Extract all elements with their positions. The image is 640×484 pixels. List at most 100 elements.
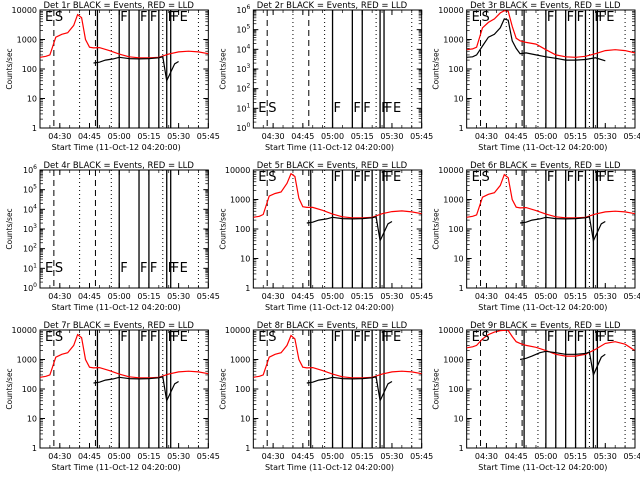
event-annotation: S xyxy=(482,330,490,345)
series-line-events xyxy=(306,216,393,243)
event-annotation: F xyxy=(385,101,392,116)
y-axis-label: Counts/sec xyxy=(218,208,227,249)
plot-area: E S F F F FF E xyxy=(40,10,209,128)
y-tick-label: 10 xyxy=(27,95,37,104)
x-tick-label: 05:45 xyxy=(410,292,433,301)
x-tick-label: 05:00 xyxy=(108,292,131,301)
panel-title: Det 7r BLACK = Events, RED = LLD xyxy=(43,321,194,331)
x-tick-label: 05:45 xyxy=(623,292,640,301)
event-annotation: F xyxy=(598,10,605,25)
y-tick-label: 100 xyxy=(236,122,250,133)
x-tick-label: 04:30 xyxy=(475,132,498,141)
plot-frame xyxy=(466,9,636,129)
y-tick-label: 10 xyxy=(240,255,250,264)
series-line-lld xyxy=(466,10,635,58)
event-annotation: F xyxy=(567,330,574,345)
y-tick-label: 10 xyxy=(453,415,463,424)
event-annotation: F xyxy=(577,10,584,25)
plot-area: E S F F F FF E xyxy=(466,330,635,448)
event-annotation: F xyxy=(168,330,175,345)
event-annotation: E xyxy=(180,330,188,345)
y-tick-label: 10000 xyxy=(438,166,463,175)
event-annotation: S xyxy=(482,170,490,185)
x-tick-label: 05:15 xyxy=(137,452,160,461)
y-tick-label: 100 xyxy=(235,225,250,234)
event-annotation: F xyxy=(140,261,147,276)
event-annotation: S xyxy=(268,101,276,116)
x-tick-label: 05:15 xyxy=(351,452,374,461)
event-annotation: F xyxy=(385,330,392,345)
event-annotation: F xyxy=(594,330,601,345)
event-annotation: F xyxy=(172,10,179,25)
y-tick-label: 10000 xyxy=(438,326,463,335)
event-annotation: E xyxy=(258,101,266,116)
y-tick-label: 10 xyxy=(240,415,250,424)
y-tick-label: 105 xyxy=(236,24,250,35)
event-annotation: E xyxy=(258,330,266,345)
plot-area: E S F F F FF E xyxy=(258,10,413,128)
x-tick-label: 05:30 xyxy=(380,132,403,141)
panel-title: Det 9r BLACK = Events, RED = LLD xyxy=(470,321,621,331)
event-annotation: F xyxy=(547,330,554,345)
x-tick-label: 05:00 xyxy=(108,132,131,141)
y-tick-label: 1 xyxy=(245,444,250,453)
event-annotation: F xyxy=(381,101,388,116)
event-annotation: E xyxy=(606,10,614,25)
event-annotation: E xyxy=(606,170,614,185)
series-line-events xyxy=(519,350,606,377)
event-annotation: E xyxy=(45,10,53,25)
event-annotation: F xyxy=(353,170,360,185)
plot-frame xyxy=(39,329,209,449)
x-tick-label: 04:45 xyxy=(78,452,101,461)
y-tick-label: 100 xyxy=(22,385,37,394)
plot-area: E S F F F FF E xyxy=(253,170,422,288)
y-tick-label: 100 xyxy=(448,225,463,234)
plot-frame xyxy=(252,329,423,449)
y-tick-label: 1000 xyxy=(230,196,250,205)
event-annotation: S xyxy=(55,330,63,345)
event-annotation: F xyxy=(381,170,388,185)
x-axis-label: Start Time (11-Oct-12 04:20:00) xyxy=(265,303,394,312)
y-tick-label: 100 xyxy=(22,65,37,74)
y-tick-label: 1000 xyxy=(443,356,463,365)
event-annotation: F xyxy=(594,10,601,25)
y-tick-label: 102 xyxy=(23,243,37,254)
series-line-lld xyxy=(40,333,209,379)
x-tick-label: 05:15 xyxy=(137,292,160,301)
x-tick-label: 05:00 xyxy=(321,452,344,461)
y-tick-label: 100 xyxy=(23,282,37,293)
x-tick-label: 05:30 xyxy=(167,292,190,301)
event-annotation: F xyxy=(594,170,601,185)
x-tick-label: 05:45 xyxy=(410,132,433,141)
event-annotation: E xyxy=(393,101,401,116)
event-annotation: F xyxy=(385,170,392,185)
x-tick-label: 04:45 xyxy=(291,452,314,461)
series-line-events xyxy=(466,18,606,62)
event-annotation: F xyxy=(547,10,554,25)
x-tick-label: 05:30 xyxy=(167,452,190,461)
event-annotation: F xyxy=(577,330,584,345)
panel-title: Det 3r BLACK = Events, RED = LLD xyxy=(470,1,621,11)
y-tick-label: 103 xyxy=(23,223,37,234)
panel-title: Det 6r BLACK = Events, RED = LLD xyxy=(470,161,621,171)
x-tick-label: 04:30 xyxy=(262,132,285,141)
x-axis-label: Start Time (11-Oct-12 04:20:00) xyxy=(265,463,394,472)
y-axis-label: Counts/sec xyxy=(432,368,441,409)
x-tick-label: 05:45 xyxy=(197,132,220,141)
x-tick-label: 05:45 xyxy=(410,452,433,461)
y-axis-label: Counts/sec xyxy=(432,48,441,89)
series-line-lld xyxy=(40,13,209,59)
y-tick-label: 106 xyxy=(236,4,250,15)
event-annotation: F xyxy=(598,330,605,345)
x-axis-label: Start Time (11-Oct-12 04:20:00) xyxy=(265,143,394,152)
y-axis-label: Counts/sec xyxy=(5,48,14,89)
x-tick-label: 04:45 xyxy=(291,292,314,301)
event-annotation: E xyxy=(258,170,266,185)
series-line-events xyxy=(520,216,606,243)
event-annotation: F xyxy=(150,261,157,276)
y-tick-label: 1 xyxy=(32,444,37,453)
